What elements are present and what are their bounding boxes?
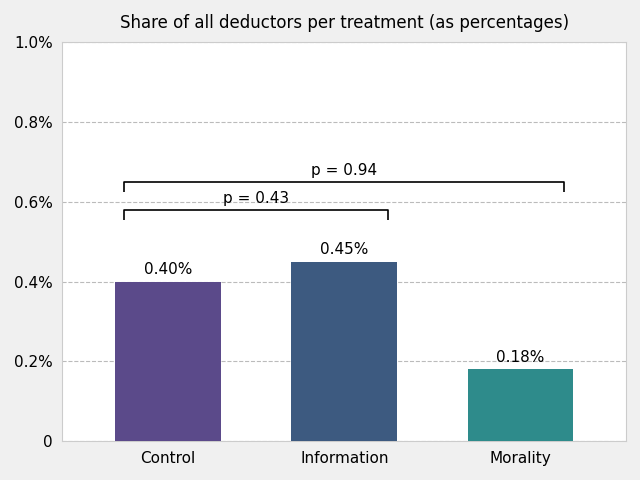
Title: Share of all deductors per treatment (as percentages): Share of all deductors per treatment (as… bbox=[120, 14, 569, 32]
Text: 0.45%: 0.45% bbox=[320, 242, 369, 257]
Text: 0.18%: 0.18% bbox=[496, 349, 545, 365]
Bar bbox=[115, 282, 221, 442]
Bar bbox=[468, 370, 573, 442]
Text: p = 0.94: p = 0.94 bbox=[311, 164, 378, 179]
Text: 0.40%: 0.40% bbox=[144, 262, 193, 277]
Text: p = 0.43: p = 0.43 bbox=[223, 192, 289, 206]
Bar bbox=[291, 262, 397, 442]
